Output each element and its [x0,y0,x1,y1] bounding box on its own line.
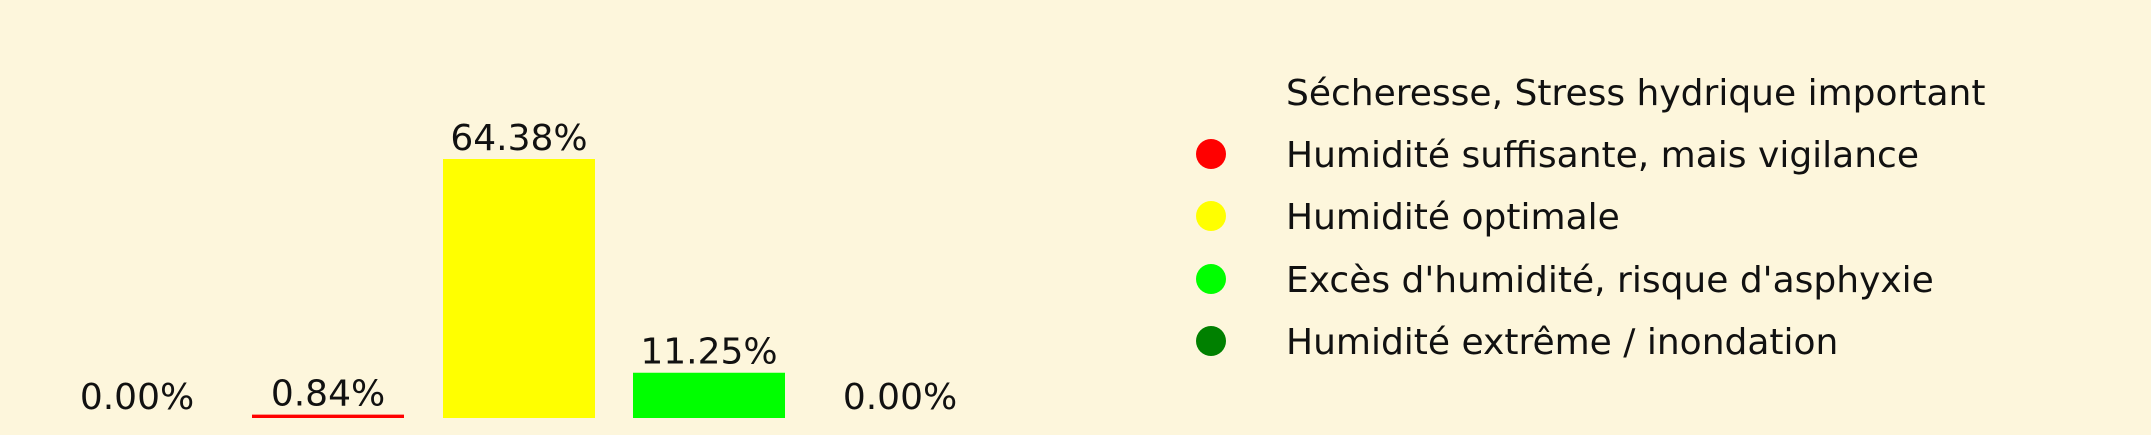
legend-marker-3 [1196,201,1226,231]
bar-2 [252,414,404,418]
legend-marker-2 [1196,139,1226,169]
bar-value-label-5: 0.00% [843,377,957,418]
legend-marker-1 [1196,77,1226,107]
legend: Sécheresse, Stress hydrique important Hum… [1196,73,1985,363]
bar-4 [633,372,785,418]
legend-label-2: Humidité suffisante, mais vigilance [1286,135,1919,176]
legend-label-3: Humidité optimale [1286,197,1620,238]
legend-marker-4 [1196,264,1226,294]
legend-label-4: Excès d'humidité, risque d'asphyxie [1286,260,1934,301]
bar-value-label-4: 11.25% [640,332,777,373]
legend-label-5: Humidité extrême / inondation [1286,322,1838,363]
bar-3 [443,159,595,418]
bars-group [252,159,785,418]
value-labels-group: 0.00% 0.84% 64.38% 11.25% 0.00% [80,118,957,418]
legend-label-1: Sécheresse, Stress hydrique important [1286,73,1985,114]
bar-value-label-1: 0.00% [80,377,194,418]
bar-value-label-3: 64.38% [450,118,587,159]
legend-marker-5 [1196,326,1226,356]
bar-value-label-2: 0.84% [271,374,385,415]
